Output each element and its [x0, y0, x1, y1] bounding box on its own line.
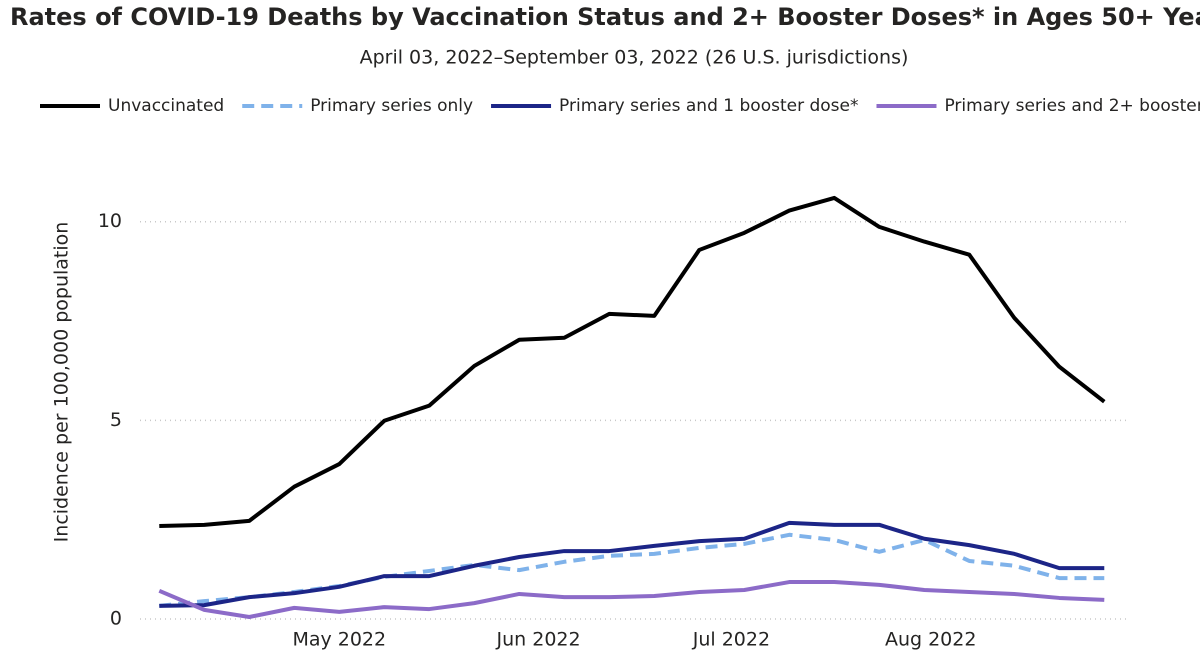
legend-label: Primary series and 2+ booster dos… — [944, 96, 1200, 116]
x-tick-label: Jun 2022 — [496, 629, 581, 651]
x-tick-label: May 2022 — [292, 629, 386, 651]
x-tick-label: Aug 2022 — [885, 629, 977, 651]
y-tick-label: 10 — [98, 210, 122, 232]
y-tick-label: 0 — [110, 608, 122, 630]
y-axis-label: Incidence per 100,000 population — [51, 222, 73, 543]
legend-label: Unvaccinated — [108, 96, 224, 116]
series-line — [158, 580, 1105, 620]
chart-subtitle: April 03, 2022–September 03, 2022 (26 U.… — [360, 47, 909, 69]
y-tick-label: 5 — [110, 409, 122, 431]
x-tick-label: Jul 2022 — [692, 629, 770, 651]
series-line — [159, 520, 1105, 608]
chart-title: Rates of COVID-19 Deaths by Vaccination … — [10, 3, 1200, 31]
series-line — [159, 195, 1106, 529]
legend-label: Primary series and 1 booster dose* — [559, 96, 858, 116]
legend-label: Primary series only — [310, 96, 473, 116]
